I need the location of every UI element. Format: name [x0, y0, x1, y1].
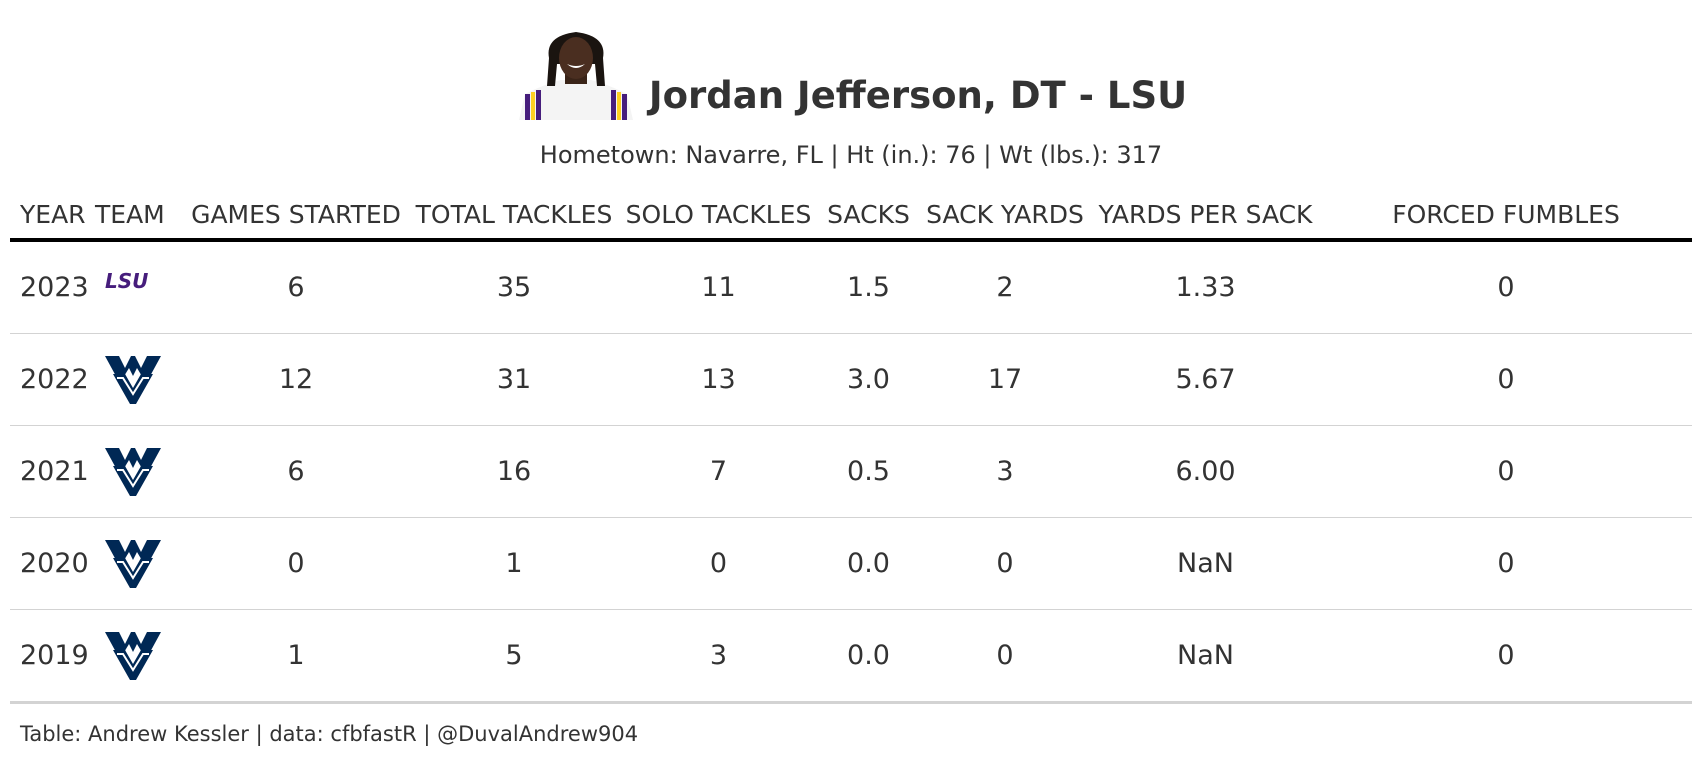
wvu-logo-icon	[105, 539, 161, 588]
cell-yards-per-sack: 5.67	[1091, 333, 1320, 426]
table-row: 2021 6 16 7 0.5 3 6.00 0	[10, 425, 1692, 518]
cell-sacks: 0.5	[818, 425, 919, 518]
table-row: 2022 12 31 13 3.0 17 5.67 0	[10, 333, 1692, 426]
cell-sacks: 0.0	[818, 609, 919, 704]
cell-sack-yards: 3	[919, 425, 1091, 518]
cell-year: 2022	[10, 333, 95, 426]
cell-solo-tackles: 0	[619, 517, 818, 610]
cell-yards-per-sack: 1.33	[1091, 240, 1320, 334]
column-header-sacks[interactable]: SACKS	[818, 190, 919, 242]
cell-total-tackles: 1	[409, 517, 619, 610]
cell-games-started: 0	[183, 517, 409, 610]
cell-year: 2019	[10, 609, 95, 704]
table-row: 2020 0 1 0 0.0 0 NaN 0	[10, 517, 1692, 610]
cell-sacks: 1.5	[818, 240, 919, 334]
wvu-logo-icon	[105, 631, 161, 680]
cell-total-tackles: 35	[409, 240, 619, 334]
cell-total-tackles: 5	[409, 609, 619, 704]
cell-solo-tackles: 3	[619, 609, 818, 704]
cell-forced-fumbles: 0	[1320, 240, 1692, 334]
cell-year: 2021	[10, 425, 95, 518]
cell-yards-per-sack: NaN	[1091, 517, 1320, 610]
cell-solo-tackles: 7	[619, 425, 818, 518]
cell-forced-fumbles: 0	[1320, 425, 1692, 518]
cell-sack-yards: 0	[919, 609, 1091, 704]
cell-team: LSU	[95, 240, 183, 334]
column-header-year[interactable]: YEAR	[10, 190, 95, 242]
table-row: 2023 LSU 6 35 11 1.5 2 1.33 0	[10, 240, 1692, 334]
cell-team	[95, 517, 183, 610]
wvu-logo-icon	[105, 355, 161, 404]
table-row: 2019 1 5 3 0.0 0 NaN 0	[10, 609, 1692, 704]
cell-year: 2020	[10, 517, 95, 610]
cell-team	[95, 425, 183, 518]
player-bio-subtitle: Hometown: Navarre, FL | Ht (in.): 76 | W…	[539, 141, 1163, 169]
column-header-forced-fumbles[interactable]: FORCED FUMBLES	[1320, 190, 1692, 242]
column-header-games-started[interactable]: GAMES STARTED	[183, 190, 409, 242]
cell-games-started: 6	[183, 240, 409, 334]
cell-team	[95, 609, 183, 704]
cell-total-tackles: 16	[409, 425, 619, 518]
title-row: Jordan Jefferson, DT - LSU	[0, 28, 1702, 120]
table-header: Jordan Jefferson, DT - LSU Hometown: Nav…	[0, 0, 1702, 190]
cell-games-started: 6	[183, 425, 409, 518]
cell-sack-yards: 2	[919, 240, 1091, 334]
lsu-logo-text: LSU	[105, 270, 148, 292]
column-header-team[interactable]: TEAM	[95, 190, 183, 242]
cell-games-started: 12	[183, 333, 409, 426]
cell-total-tackles: 31	[409, 333, 619, 426]
cell-forced-fumbles: 0	[1320, 333, 1692, 426]
cell-forced-fumbles: 0	[1320, 517, 1692, 610]
cell-sack-yards: 0	[919, 517, 1091, 610]
cell-games-started: 1	[183, 609, 409, 704]
source-caption: Table: Andrew Kessler | data: cfbfastR |…	[20, 722, 639, 746]
stats-table: YEAR TEAM GAMES STARTED TOTAL TACKLES SO…	[10, 190, 1692, 704]
column-header-row: YEAR TEAM GAMES STARTED TOTAL TACKLES SO…	[10, 190, 1692, 242]
wvu-logo-icon	[105, 447, 161, 496]
cell-year: 2023	[10, 240, 95, 334]
cell-forced-fumbles: 0	[1320, 609, 1692, 704]
cell-sacks: 0.0	[818, 517, 919, 610]
cell-sack-yards: 17	[919, 333, 1091, 426]
cell-yards-per-sack: NaN	[1091, 609, 1320, 704]
cell-solo-tackles: 13	[619, 333, 818, 426]
column-header-solo-tackles[interactable]: SOLO TACKLES	[619, 190, 818, 242]
player-name-title: Jordan Jefferson, DT - LSU	[648, 74, 1188, 117]
column-header-total-tackles[interactable]: TOTAL TACKLES	[409, 190, 619, 242]
lsu-logo-icon: LSU	[105, 270, 148, 292]
cell-team	[95, 333, 183, 426]
cell-solo-tackles: 11	[619, 240, 818, 334]
cell-yards-per-sack: 6.00	[1091, 425, 1320, 518]
column-header-yards-per-sack[interactable]: YARDS PER SACK	[1091, 190, 1320, 242]
column-header-sack-yards[interactable]: SACK YARDS	[919, 190, 1091, 242]
player-headshot-image	[518, 32, 633, 120]
cell-sacks: 3.0	[818, 333, 919, 426]
